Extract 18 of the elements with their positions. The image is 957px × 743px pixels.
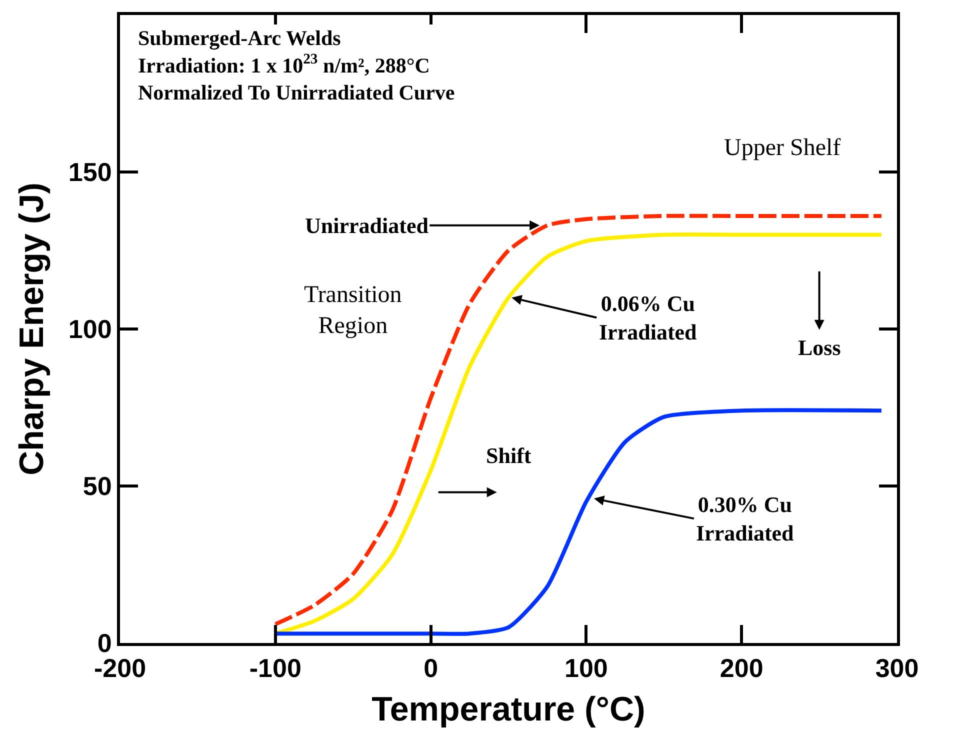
annotation: Loss — [798, 335, 842, 360]
y-tick-label: 100 — [68, 314, 112, 344]
y-axis-title: Charpy Energy (J) — [13, 182, 52, 476]
x-tick-label: 0 — [424, 653, 438, 684]
x-tick-label: 300 — [875, 653, 919, 684]
annotation: Transition Region — [304, 282, 402, 340]
x-axis-title: Temperature (°C) — [372, 690, 646, 728]
annotation: Shift — [486, 443, 532, 468]
annotation: Unirradiated — [305, 213, 428, 238]
annotation: Upper Shelf — [724, 135, 841, 161]
x-tick-label: 100 — [564, 653, 608, 684]
annotation: 0.06% Cu Irradiated — [599, 291, 697, 345]
y-tick-label: 50 — [82, 471, 112, 502]
x-tick-label: -100 — [249, 653, 302, 684]
annotation: Submerged-Arc Welds Irradiation: 1 x 10$^{23}$ n/m², 288°C Normalized To Unirradiated Curve — [138, 26, 455, 105]
y-tick-label: 150 — [68, 157, 112, 188]
annotation: 0.30% Cu Irradiated — [696, 492, 794, 546]
x-tick-label: 200 — [720, 653, 764, 684]
